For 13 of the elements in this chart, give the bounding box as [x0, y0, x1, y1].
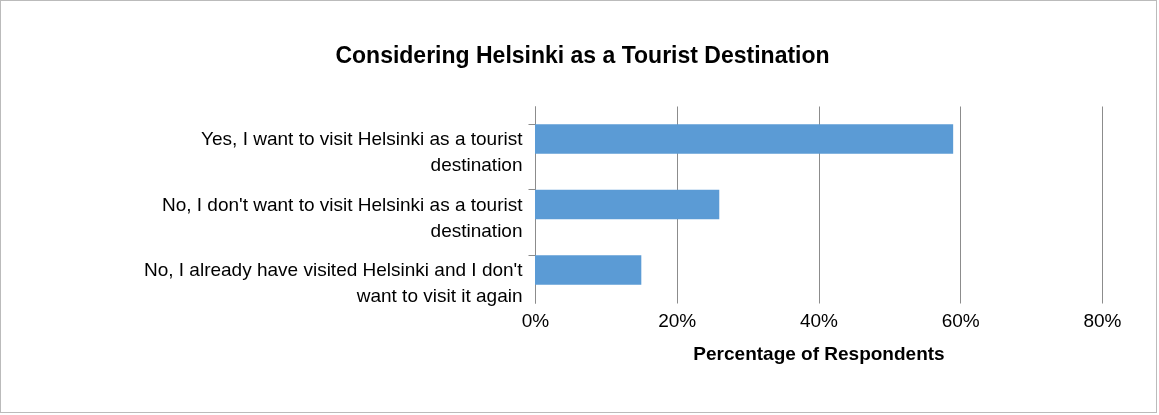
x-tick-label: 20%: [658, 309, 697, 331]
y-tick-label: No, I already have visited Helsinki and I don't want to visit it again: [143, 258, 524, 306]
chart-title: Considering Helsinki as a Tourist Destination: [335, 42, 830, 68]
bar: [535, 189, 720, 220]
y-tick-label: Yes, I want to visit Helsinki as a tourist destination: [201, 128, 524, 176]
x-axis-title: Percentage of Respondents: [693, 342, 945, 364]
x-tick-label: 0%: [521, 309, 550, 331]
bar: [535, 124, 954, 154]
x-tick-label: 40%: [799, 309, 839, 331]
bar: [535, 255, 642, 285]
x-tick-label: 80%: [1083, 309, 1122, 331]
x-tick-label: 60%: [941, 309, 980, 331]
y-tick-label: No, I don't want to visit Helsinki as a tourist destination: [161, 193, 524, 241]
